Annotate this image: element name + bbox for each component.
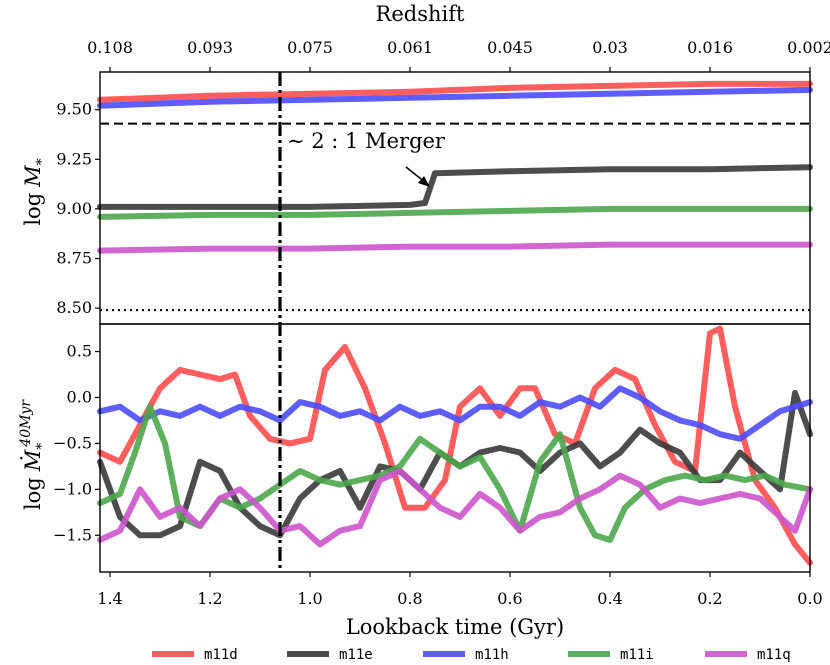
y-tick-label: −0.5 <box>53 433 92 452</box>
top-tick-label: 0.108 <box>87 38 133 57</box>
merger-annotation-text: ∼ 2 : 1 Merger <box>287 129 446 153</box>
y-tick-label: 8.50 <box>56 298 92 317</box>
legend-label-m11h: m11h <box>475 647 509 663</box>
x-tick-label: 0.0 <box>797 589 822 608</box>
y-tick-label: −1.0 <box>53 479 92 498</box>
panel-frame <box>99 71 811 325</box>
top-tick-label: 0.061 <box>387 38 433 57</box>
top-tick-label: 0.002 <box>787 38 830 57</box>
bottom-y-label-log: log <box>21 477 45 510</box>
y-tick-label: 9.25 <box>56 149 92 168</box>
bottom-y-label-sub: * <box>34 443 50 450</box>
top-y-label-M: M <box>21 165 45 188</box>
x-tick-label: 1.4 <box>97 589 122 608</box>
top-y-label-sub: * <box>34 158 50 165</box>
x-tick-label: 1.2 <box>197 589 222 608</box>
series-line-m11i <box>97 205 813 220</box>
legend-label-m11q: m11q <box>757 647 791 663</box>
bottom-y-label-sup: 40Myr <box>18 399 34 448</box>
panel-frame <box>99 323 811 573</box>
x-tick-label: 0.8 <box>397 589 422 608</box>
top-axis-title: Redshift <box>376 2 465 26</box>
y-tick-label: 0.0 <box>67 387 92 406</box>
x-axis-title: Lookback time (Gyr) <box>346 615 564 639</box>
y-tick-label: 8.75 <box>56 249 92 268</box>
stellar-mass-panel <box>97 80 813 312</box>
top-y-axis-title: log M* <box>21 158 50 225</box>
series-line-m11q <box>97 468 813 548</box>
axes-frame <box>99 71 811 573</box>
top-tick-label: 0.093 <box>187 38 233 57</box>
top-tick-label: 0.03 <box>592 38 628 57</box>
legend-label-m11e: m11e <box>339 647 373 663</box>
top-tick-label: 0.016 <box>687 38 733 57</box>
y-tick-label: 9.00 <box>56 199 92 218</box>
top-tick-label: 0.045 <box>487 38 533 57</box>
sfr-panel <box>97 325 813 566</box>
x-tick-label: 1.0 <box>297 589 322 608</box>
x-tick-label: 0.2 <box>697 589 722 608</box>
bottom-y-label-M: Ṁ <box>21 449 45 472</box>
top-tick-label: 0.075 <box>287 38 333 57</box>
x-tick-label: 0.4 <box>597 589 622 608</box>
y-tick-label: 0.5 <box>67 342 92 361</box>
y-tick-label: −1.5 <box>53 525 92 544</box>
series-line-m11q <box>97 241 813 254</box>
series-line-m11h <box>97 385 813 442</box>
merger-annotation-arrowhead <box>418 176 430 187</box>
series-line-m11e <box>97 164 813 210</box>
legend-label-m11d: m11d <box>204 647 238 663</box>
x-tick-label: 0.6 <box>497 589 522 608</box>
series-line-m11d <box>97 80 813 103</box>
series-line-m11h <box>97 86 813 109</box>
series-line-m11d <box>97 325 813 566</box>
y-tick-label: 9.50 <box>56 100 92 119</box>
tick-group: 8.50 8.75 9.00 9.25 9.50 −1.5 −1.0 −0.5 0.0 0.5 1.… <box>53 38 830 608</box>
merger-annotation: ∼ 2 : 1 Merger <box>287 129 446 187</box>
legend: m11d m11e m11h m11i m11q <box>152 647 791 663</box>
legend-label-m11i: m11i <box>620 647 654 663</box>
top-y-label-log: log <box>21 193 45 226</box>
bottom-y-axis-title: log Ṁ*40Myr <box>18 399 50 510</box>
